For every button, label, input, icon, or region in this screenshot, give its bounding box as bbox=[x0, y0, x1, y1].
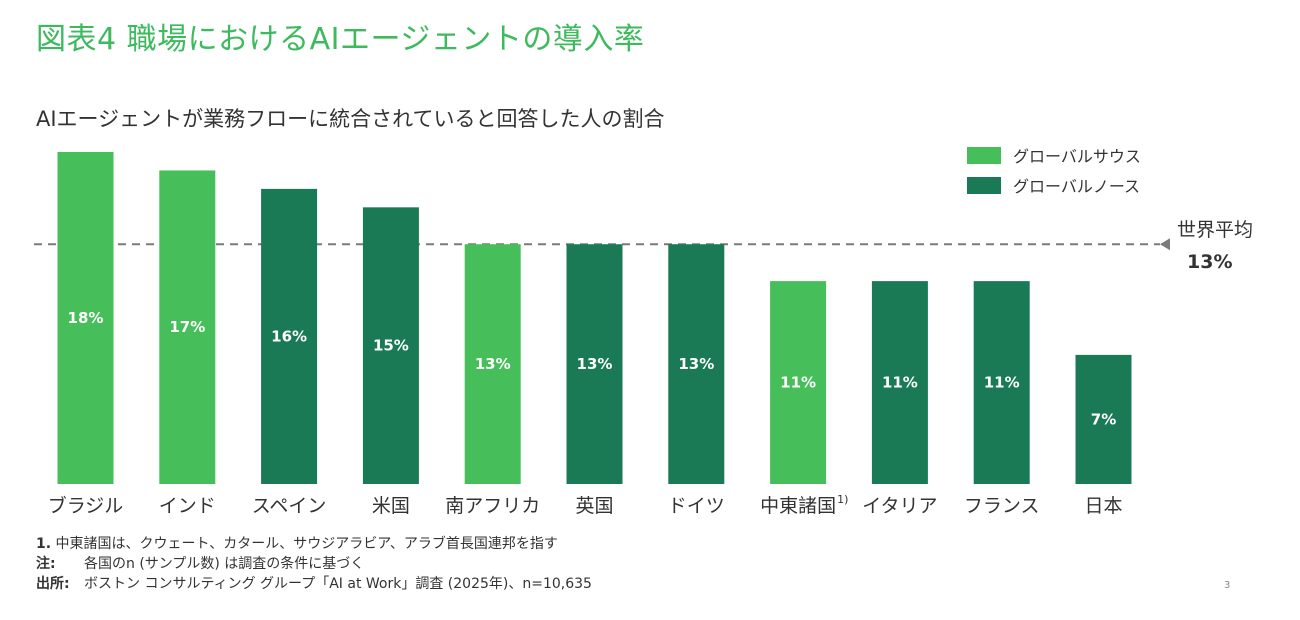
data-label-11: 7% bbox=[1091, 410, 1116, 428]
data-label-1: 18% bbox=[68, 309, 104, 327]
category-label-3: スペイン bbox=[252, 495, 327, 517]
legend-swatch-global-south bbox=[967, 146, 1001, 164]
bar-6 bbox=[566, 244, 623, 484]
bar-8 bbox=[770, 281, 827, 484]
footnote-source-text: ボストン コンサルティング グループ「AI at Work」調査 (2025年)… bbox=[84, 576, 592, 592]
category-label-4: 米国 bbox=[372, 495, 410, 517]
bar-7 bbox=[668, 244, 725, 484]
category-label-2: インド bbox=[159, 495, 216, 517]
category-label-10: フランス bbox=[964, 495, 1040, 517]
data-label-2: 17% bbox=[169, 318, 205, 336]
category-label-9: イタリア bbox=[862, 495, 937, 517]
legend-swatch-global-north bbox=[967, 176, 1001, 194]
legend-label-global-north: グローバルノース bbox=[1013, 177, 1141, 196]
category-label-7: ドイツ bbox=[668, 495, 725, 517]
data-label-9: 11% bbox=[882, 374, 918, 392]
world-average-marker bbox=[1160, 238, 1170, 251]
bar-3 bbox=[261, 188, 318, 484]
bar-1 bbox=[57, 152, 114, 484]
legend-item-global-south: グローバルサウス bbox=[967, 140, 1141, 170]
bar-4 bbox=[362, 207, 419, 485]
data-label-6: 13% bbox=[577, 355, 613, 373]
footnote-1: 1. 中東諸国は、クウェート、カタール、サウジアラビア、アラブ首長国連邦を指す bbox=[36, 534, 592, 554]
bar-2 bbox=[159, 170, 216, 484]
bar-chart: 世界平均 13% 18% ブラジル 17% インド 16% スペイン 15% 米国 13% 南アフリカ… bbox=[34, 152, 1253, 517]
page-title: 図表4 職場におけるAIエージェントの導入率 bbox=[36, 22, 645, 57]
footnote-source-key: 出所: bbox=[36, 576, 70, 592]
data-label-4: 15% bbox=[373, 337, 409, 355]
footnotes: 1. 中東諸国は、クウェート、カタール、サウジアラビア、アラブ首長国連邦を指す … bbox=[36, 534, 592, 594]
category-superscript-8: 1) bbox=[837, 493, 848, 506]
bar-10 bbox=[973, 281, 1030, 484]
footnote-source: 出所: ボストン コンサルティング グループ「AI at Work」調査 (202… bbox=[36, 574, 592, 594]
footnote-note-text: 各国のn (サンプル数) は調査の条件に基づく bbox=[84, 556, 365, 572]
bar-11 bbox=[1075, 354, 1132, 484]
category-label-8: 中東諸国 bbox=[760, 495, 836, 517]
footnote-note: 注: 各国のn (サンプル数) は調査の条件に基づく bbox=[36, 554, 592, 574]
data-label-7: 13% bbox=[678, 355, 714, 373]
footnote-1-key: 1. bbox=[36, 536, 52, 552]
legend-item-global-north: グローバルノース bbox=[967, 170, 1141, 200]
data-label-5: 13% bbox=[475, 355, 511, 373]
footnote-1-text: 中東諸国は、クウェート、カタール、サウジアラビア、アラブ首長国連邦を指す bbox=[55, 536, 558, 552]
data-label-3: 16% bbox=[271, 327, 307, 345]
data-label-8: 11% bbox=[780, 374, 816, 392]
chart-title: AIエージェントが業務フローに統合されていると回答した人の割合 bbox=[36, 107, 665, 131]
data-label-10: 11% bbox=[984, 374, 1020, 392]
category-label-1: ブラジル bbox=[48, 494, 124, 517]
category-label-11: 日本 bbox=[1084, 495, 1122, 517]
world-average-label: 世界平均 bbox=[1177, 219, 1253, 241]
footnote-note-key: 注: bbox=[36, 556, 56, 572]
bar-9 bbox=[871, 281, 928, 484]
category-label-6: 英国 bbox=[575, 495, 613, 517]
category-label-5: 南アフリカ bbox=[445, 495, 540, 517]
page-number: 3 bbox=[1224, 580, 1231, 591]
world-average-value: 13% bbox=[1187, 251, 1232, 273]
bar-5 bbox=[464, 244, 521, 484]
legend-label-global-south: グローバルサウス bbox=[1013, 147, 1141, 166]
chart-legend: グローバルサウス グローバルノース bbox=[967, 140, 1141, 200]
